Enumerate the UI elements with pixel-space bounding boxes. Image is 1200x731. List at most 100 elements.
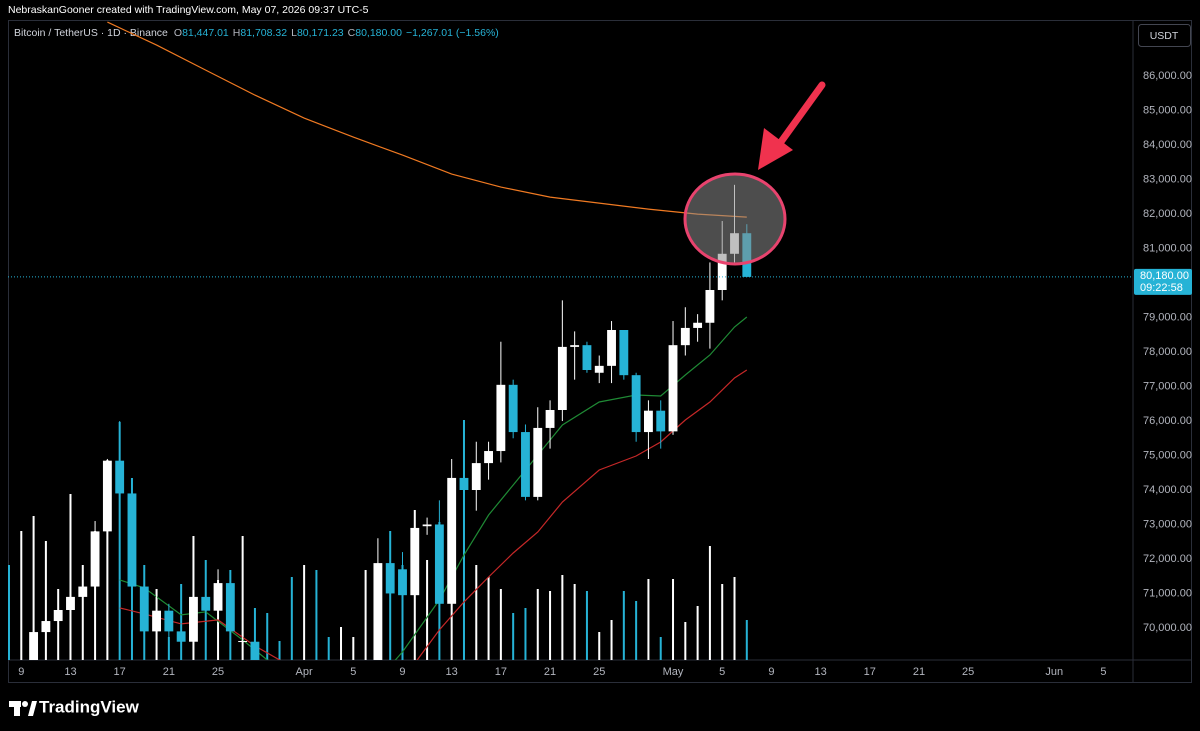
y-tick-label: 83,000.00: [1143, 174, 1192, 186]
candle-body: [213, 583, 223, 611]
volume-bar: [364, 570, 367, 660]
brand-logo: [9, 701, 37, 716]
volume-bar: [561, 575, 564, 660]
y-tick-label: 85,000.00: [1143, 105, 1192, 117]
candle-body: [644, 410, 653, 433]
y-tick-label: 78,000.00: [1143, 346, 1192, 358]
volume-bar: [672, 579, 675, 660]
candle-body: [238, 641, 248, 643]
x-tick-label: May: [663, 666, 684, 678]
candle-body: [164, 610, 174, 632]
candle-body: [53, 610, 63, 622]
candle-body: [201, 596, 211, 611]
volume-bar: [118, 422, 121, 660]
x-tick-label: 21: [163, 666, 175, 678]
currency-button[interactable]: [1138, 24, 1191, 47]
volume-bar: [610, 620, 613, 660]
candle-body: [521, 432, 530, 497]
candle-body: [78, 586, 88, 597]
candle-body: [139, 586, 149, 632]
x-tick-label: 21: [544, 666, 556, 678]
x-tick-label: 13: [64, 666, 76, 678]
volume-bar: [499, 589, 502, 660]
volume-bar: [733, 577, 736, 660]
candle-body: [29, 632, 39, 660]
candle-body: [90, 531, 100, 587]
volume-bar: [635, 601, 638, 660]
logo-mark: [22, 701, 28, 707]
volume-bar: [684, 622, 687, 660]
candle-body: [189, 596, 198, 642]
volume-bar: [721, 584, 724, 660]
candle-body: [459, 477, 469, 490]
candle-body: [557, 346, 567, 410]
y-tick-label: 84,000.00: [1143, 139, 1192, 151]
annotation: [683, 81, 826, 266]
x-tick-label: Jun: [1045, 666, 1063, 678]
candle-body: [225, 583, 235, 632]
last-price-label: 80,180.00: [1140, 270, 1189, 282]
ohlc-key: H: [233, 27, 241, 39]
candle-body: [533, 427, 543, 497]
attribution: NebraskanGooner created with TradingView…: [8, 4, 369, 16]
x-tick-label: 13: [814, 666, 826, 678]
candle-body: [496, 384, 506, 452]
y-tick-label: 76,000.00: [1143, 415, 1192, 427]
x-tick-label: 5: [719, 666, 725, 678]
volume-bar: [585, 591, 588, 660]
y-tick-label: 75,000.00: [1143, 449, 1192, 461]
volume-bar: [708, 546, 711, 660]
ohlc-value: 80,171.23: [297, 27, 344, 39]
candle-body: [619, 330, 629, 376]
volume-bar: [598, 632, 601, 660]
volume-bar: [266, 613, 269, 660]
currency: USDT: [1150, 30, 1179, 42]
x-tick-label: 17: [114, 666, 126, 678]
x-tick-label: 25: [962, 666, 974, 678]
y-tick-label: 79,000.00: [1143, 311, 1192, 323]
logo-mark: [28, 701, 37, 716]
volume-bar: [81, 565, 84, 660]
volume-bar: [69, 494, 72, 660]
candle-body: [447, 477, 457, 604]
candle-body: [656, 410, 666, 432]
chart-frame: [8, 20, 1192, 683]
x-tick-label: 13: [446, 666, 458, 678]
volume-bar: [327, 637, 330, 660]
volume-bar: [20, 531, 23, 660]
y-tick-label: 74,000.00: [1143, 484, 1192, 496]
volume-bar: [487, 577, 490, 660]
volume-bar: [549, 591, 552, 660]
candle-body: [385, 563, 395, 594]
volume-bar: [241, 536, 244, 660]
x-tick-label: 25: [593, 666, 605, 678]
candle-body: [127, 493, 137, 587]
volume-bar: [278, 641, 281, 660]
candle-body: [471, 463, 481, 490]
x-tick-label: 21: [913, 666, 925, 678]
candle-body: [508, 384, 518, 433]
x-tick-label: 9: [768, 666, 774, 678]
volume-bar: [659, 637, 662, 660]
ohlc-value: 81,447.01: [182, 27, 229, 39]
candle-body: [484, 451, 493, 464]
volume-bar: [303, 565, 306, 660]
ohlc-key: L: [291, 27, 297, 39]
x-tick-label: 5: [1100, 666, 1106, 678]
ohlc-key: C: [348, 27, 356, 39]
x-tick-label: 17: [495, 666, 507, 678]
x-tick-label: 5: [350, 666, 356, 678]
x-tick-label: 17: [864, 666, 876, 678]
volume-bar: [94, 531, 97, 660]
candle-body: [373, 563, 383, 660]
countdown: 09:22:58: [1140, 282, 1183, 294]
y-tick-label: 70,000.00: [1143, 622, 1192, 634]
ohlc-value: 81,708.32: [240, 27, 287, 39]
arrow-shaft: [774, 81, 826, 150]
symbol-legend: Bitcoin / TetherUS · 1D · Binance O81,447…: [14, 27, 499, 39]
volume-bar: [106, 460, 109, 660]
volume-bar: [8, 565, 10, 660]
candle-body: [668, 345, 678, 432]
